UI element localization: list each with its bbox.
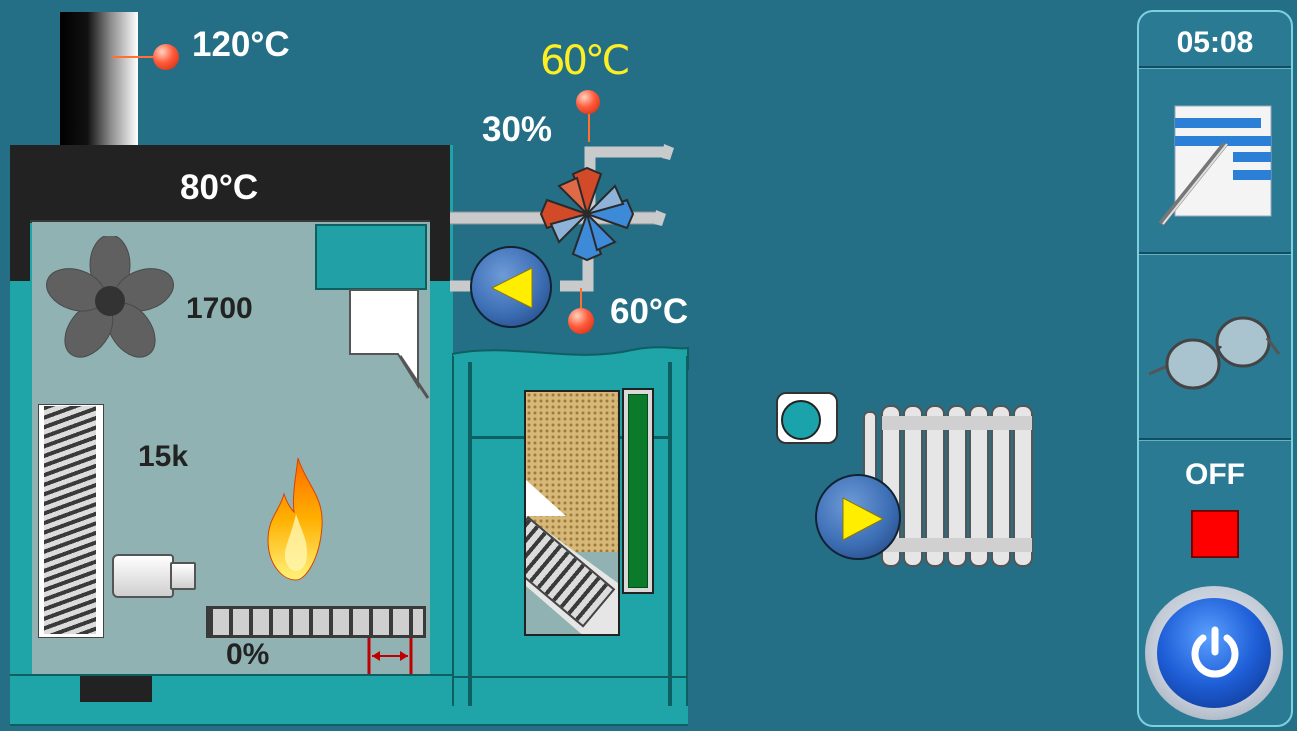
fan-icon: [46, 236, 174, 358]
valve-sensor-line: [588, 112, 590, 142]
chimney-sensor-line: [112, 56, 158, 58]
valve-setpoint-temp: 60°C: [540, 38, 630, 84]
hopper-bottom-strip: [10, 706, 688, 726]
baffle-plate: [349, 289, 430, 399]
stop-icon[interactable]: [1191, 510, 1239, 558]
chimney: [60, 12, 138, 150]
fuel-level-bar: [622, 388, 654, 594]
chimney-temp: 120°C: [192, 25, 290, 64]
boiler-base: [10, 674, 453, 710]
boiler-left-side-dark: [10, 145, 30, 281]
grate-percent: 0%: [226, 638, 270, 671]
return-temp: 60°C: [610, 292, 689, 331]
boiler-right-side-dark: [430, 145, 450, 281]
igniter-tip: [170, 562, 196, 590]
ash-door: [80, 676, 152, 702]
clock: 05:08: [1176, 26, 1254, 59]
room-thermostat-icon[interactable]: [776, 392, 838, 444]
chimney-sensor-icon: [153, 44, 179, 70]
settings-list-icon[interactable]: [1149, 96, 1281, 226]
valve-sensor-icon: [576, 90, 600, 114]
feeder-screw-icon: [44, 406, 96, 634]
heat-exchanger-block: [315, 224, 427, 290]
glasses-icon[interactable]: [1147, 298, 1283, 408]
boiler-pump-icon[interactable]: [470, 246, 552, 328]
radiator-icon: [863, 405, 1033, 567]
hopper-inner-left: [468, 362, 472, 722]
flame-icon: [267, 457, 323, 581]
grate-bar: [206, 606, 426, 638]
mixing-valve-icon: [539, 166, 635, 262]
return-sensor-line: [580, 288, 582, 310]
boiler-top-bar: [10, 145, 450, 223]
grate-width-arrow-icon: [367, 638, 413, 674]
feeder-label: 15k: [138, 440, 189, 473]
pellet-level-icon: [524, 390, 620, 636]
hopper-inner-right: [668, 362, 672, 722]
status-label: OFF: [1185, 458, 1245, 491]
power-icon[interactable]: [1145, 586, 1283, 720]
hopper-base-line: [452, 676, 688, 678]
fan-speed: 1700: [186, 292, 253, 325]
valve-opening: 30%: [482, 110, 553, 149]
return-sensor-icon: [568, 308, 594, 334]
sidebar: 05:08: [1137, 10, 1293, 727]
radiator-pump-icon[interactable]: [815, 474, 901, 560]
boiler-temp: 80°C: [180, 168, 259, 207]
igniter-icon: [112, 554, 174, 598]
